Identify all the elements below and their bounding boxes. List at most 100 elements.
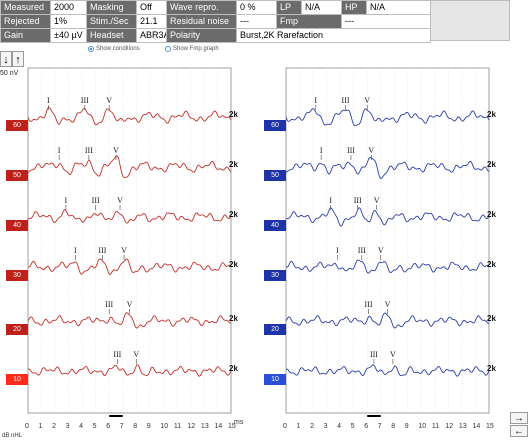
right-peak-label-V: V [368,146,374,155]
right-x-tick-label: 5 [350,423,355,430]
left-level-box-20[interactable]: 20 [6,324,28,335]
right-trace-20 [285,312,490,329]
right-peak-label-I: I [320,146,323,155]
left-frequency-label: 2k [229,160,238,169]
left-trace-20 [27,312,232,329]
left-x-tick-label: 5 [92,423,97,430]
left-level-box-10[interactable]: 10 [6,374,28,385]
measured-label: Measured [0,0,51,15]
right-x-tick-label: 7 [377,423,382,430]
left-peak-label-III: III [98,246,106,255]
lp-value: N/A [301,0,342,15]
right-level-box-10[interactable]: 10 [264,374,286,385]
stim-rate-label: Stim./Sec [86,14,137,29]
show-fmp-graph-label: Show Fmp graph [173,46,219,52]
wave-repro-label: Wave repro. [166,0,237,15]
arrow-right-icon: → [514,413,524,424]
right-peak-label-V: V [374,196,380,205]
scale-up-button[interactable]: ↑ [12,51,24,67]
right-level-box-40[interactable]: 40 [264,220,286,231]
header-blank-panel [430,0,510,41]
left-level-box-60[interactable]: 60 [6,120,28,131]
left-x-tick-label: 3 [65,423,70,430]
left-x-tick-label: 4 [79,423,84,430]
plot-grid [27,67,490,417]
right-peak-label-III: III [354,196,362,205]
left-peak-label-V: V [106,96,112,105]
time-unit-label: ms [234,419,244,426]
left-level-box-50[interactable]: 50 [6,170,28,181]
left-peak-label-V: V [121,246,127,255]
right-level-box-60[interactable]: 60 [264,120,286,131]
left-peak-label-V: V [133,350,139,359]
wave-repro-value: 0 % [236,0,277,15]
left-level-box-30[interactable]: 30 [6,270,28,281]
left-x-tick-label: 9 [146,423,151,430]
right-x-tick-label: 13 [458,423,467,430]
left-trace-10 [27,364,232,377]
right-level-box-20[interactable]: 20 [264,324,286,335]
residual-noise-value: --- [236,14,277,29]
right-peak-label-V: V [378,246,384,255]
left-panel-frame [27,67,232,414]
left-peak-label-III: III [113,350,121,359]
scroll-right-button[interactable]: → [510,412,528,424]
left-frequency-label: 2k [229,110,238,119]
left-x-tick-label: 0 [25,423,29,430]
right-x-tick-label: 0 [283,423,287,430]
waveform-traces [27,106,490,377]
right-trace-60 [285,108,490,127]
right-x-tick-label: 12 [445,423,454,430]
right-x-tick-label: 8 [391,423,396,430]
arrow-left-icon: ← [514,426,524,437]
gain-value: ±40 µV [50,28,87,43]
arrow-up-icon: ↑ [15,54,21,66]
left-x-tick-label: 12 [187,423,196,430]
left-frequency-label: 2k [229,364,238,373]
right-peak-label-I: I [336,246,339,255]
right-level-box-50[interactable]: 50 [264,170,286,181]
right-peak-label-III: III [342,96,350,105]
right-peak-label-V: V [385,300,391,309]
rejected-label: Rejected [0,14,51,29]
right-x-tick-label: 15 [486,423,494,430]
right-x-tick-label: 11 [431,423,440,430]
right-x-tick-label: 9 [404,423,409,430]
scroll-left-button[interactable]: ← [510,425,528,437]
left-peak-label-III: III [85,146,93,155]
left-x-tick-label: 15 [228,423,236,430]
arrow-down-icon: ↓ [3,54,9,66]
left-x-tick-label: 8 [133,423,138,430]
left-peak-label-V: V [113,146,119,155]
left-peak-label-I: I [74,246,77,255]
left-frequency-label: 2k [229,260,238,269]
left-x-tick-label: 1 [38,423,43,430]
right-x-tick-label: 14 [472,423,481,430]
show-conditions-option[interactable]: Show conditions [88,46,140,52]
right-peak-label-III: III [358,246,366,255]
right-level-box-30[interactable]: 30 [264,270,286,281]
right-x-tick-label: 3 [323,423,328,430]
show-conditions-label: Show conditions [96,46,140,52]
show-fmp-graph-option[interactable]: Show Fmp graph [165,46,219,52]
right-peak-label-III: III [347,146,355,155]
scale-down-button[interactable]: ↓ [0,51,12,67]
radio-unselected-icon[interactable] [165,46,171,52]
polarity-label: Polarity [166,28,237,43]
left-level-box-40[interactable]: 40 [6,220,28,231]
left-x-tick-label: 2 [52,423,56,430]
left-frequency-label: 2k [229,314,238,323]
level-unit-label: dB nHL [2,433,23,439]
right-peak-label-V: V [364,96,370,105]
left-frequency-label: 2k [229,210,238,219]
radio-selected-icon[interactable] [88,46,94,52]
left-trace-30 [27,258,232,276]
headset-label: Headset [86,28,137,43]
left-peak-label-I: I [58,146,61,155]
gain-label: Gain [0,28,51,43]
left-x-tick-label: 7 [119,423,124,430]
right-peak-label-III: III [370,350,378,359]
left-peak-label-V: V [117,196,123,205]
right-trace-40 [285,207,490,227]
